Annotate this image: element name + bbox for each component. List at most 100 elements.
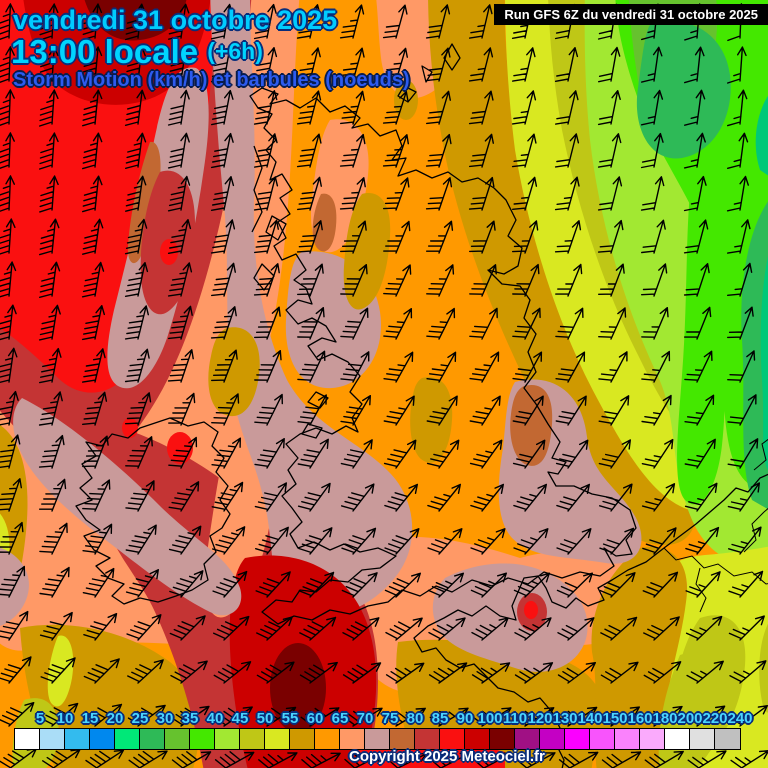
model-run-info: Run GFS 6Z du vendredi 31 octobre 2025	[494, 4, 768, 25]
contour-region-d9-bl-streak	[47, 635, 74, 707]
scale-cell-24	[615, 729, 640, 749]
scale-cell-1	[40, 729, 65, 749]
scale-cell-5	[140, 729, 165, 749]
scale-cell-14	[365, 729, 390, 749]
scale-label-90: 90	[456, 710, 474, 727]
contour-region-yellow-band-right	[505, 0, 723, 513]
scale-label-5: 5	[35, 710, 45, 727]
scale-label-25: 25	[131, 710, 149, 727]
coast-skye	[265, 215, 287, 241]
coast-orkney-1	[397, 85, 417, 103]
border-belgium-border	[663, 547, 768, 585]
scale-label-55: 55	[281, 710, 299, 727]
contour-region-red-spot-oval	[160, 239, 178, 265]
scale-label-10: 10	[56, 710, 74, 727]
contour-region-dky-england-1	[343, 193, 391, 310]
scale-cell-7	[190, 729, 215, 749]
scale-cell-12	[315, 729, 340, 749]
contour-region-seagreen-top	[636, 21, 731, 159]
coast-anglesey	[301, 423, 323, 439]
contour-region-teal-top	[755, 96, 768, 176]
contour-region-olive-br-2	[759, 623, 768, 713]
color-scale-bar	[14, 728, 741, 750]
scale-cell-9	[240, 729, 265, 749]
scale-cell-18	[465, 729, 490, 749]
scale-label-45: 45	[231, 710, 249, 727]
contour-region-mauve-streak-low	[13, 398, 242, 616]
border-nl-border	[743, 507, 768, 553]
scale-cell-17	[440, 729, 465, 749]
scale-label-220: 220	[702, 710, 728, 727]
valid-time-label: 13:00 locale (+6h)	[11, 35, 263, 68]
contour-region-green-tongue	[677, 149, 730, 505]
scale-cell-16	[415, 729, 440, 749]
scale-label-100: 100	[477, 710, 503, 727]
scale-cell-11	[290, 729, 315, 749]
contour-region-maroon-bottom	[270, 643, 326, 733]
scale-label-40: 40	[206, 710, 224, 727]
coast-ireland	[75, 417, 231, 605]
scale-cell-13	[340, 729, 365, 749]
scale-cell-28	[715, 729, 740, 749]
scale-label-140: 140	[577, 710, 603, 727]
scale-cell-6	[165, 729, 190, 749]
scale-cell-10	[265, 729, 290, 749]
contour-region-teal-right	[760, 256, 768, 470]
parameter-title: Storm Motion (km/h) et barbules (noeuds)	[13, 69, 410, 91]
scale-cell-2	[65, 729, 90, 749]
scale-label-50: 50	[256, 710, 274, 727]
scale-label-20: 20	[106, 710, 124, 727]
scale-cell-8	[215, 729, 240, 749]
scale-cell-19	[490, 729, 515, 749]
coast-islay	[253, 263, 275, 291]
scale-label-110: 110	[502, 710, 528, 727]
valid-date-label: vendredi 31 octobre 2025	[13, 5, 338, 35]
border-ne-border	[753, 438, 768, 471]
scale-label-80: 80	[406, 710, 424, 727]
scale-cell-23	[590, 729, 615, 749]
scale-cell-21	[540, 729, 565, 749]
scale-cell-3	[90, 729, 115, 749]
forecast-offset-label: (+6h)	[207, 38, 263, 64]
scale-cell-22	[565, 729, 590, 749]
coast-great-britain	[249, 87, 637, 625]
contour-region-red-spot-fr	[524, 601, 538, 619]
scale-cell-4	[115, 729, 140, 749]
scale-cell-15	[390, 729, 415, 749]
contour-region-choc-sliver	[127, 141, 161, 264]
scale-label-120: 120	[527, 710, 553, 727]
scale-label-65: 65	[331, 710, 349, 727]
scale-cell-20	[515, 729, 540, 749]
contour-region-choc-scot	[312, 193, 337, 252]
scale-label-200: 200	[677, 710, 703, 727]
scale-label-160: 160	[627, 710, 653, 727]
contour-region-dky-england-2	[410, 377, 453, 463]
contour-region-dky-scotland	[208, 327, 260, 417]
scale-label-150: 150	[602, 710, 628, 727]
scale-label-60: 60	[306, 710, 324, 727]
scale-label-85: 85	[431, 710, 449, 727]
scale-label-240: 240	[727, 710, 753, 727]
scale-label-130: 130	[552, 710, 578, 727]
scale-label-70: 70	[356, 710, 374, 727]
scale-label-15: 15	[81, 710, 99, 727]
contour-region-mauve-b	[210, 0, 413, 615]
scale-cell-0	[15, 729, 40, 749]
scale-label-35: 35	[181, 710, 199, 727]
wind-barbs	[0, 3, 768, 768]
scale-label-75: 75	[381, 710, 399, 727]
scale-cell-26	[665, 729, 690, 749]
copyright-label: Copyright 2025 Meteociel.fr	[349, 748, 545, 765]
scale-cell-27	[690, 729, 715, 749]
coast-orkney-2	[421, 65, 433, 83]
scale-cell-25	[640, 729, 665, 749]
scale-label-180: 180	[652, 710, 678, 727]
coast-france-coast	[413, 473, 768, 768]
scale-label-30: 30	[156, 710, 174, 727]
contour-region-dky-band-right	[428, 0, 696, 545]
time-text: 13:00 locale	[11, 33, 199, 70]
